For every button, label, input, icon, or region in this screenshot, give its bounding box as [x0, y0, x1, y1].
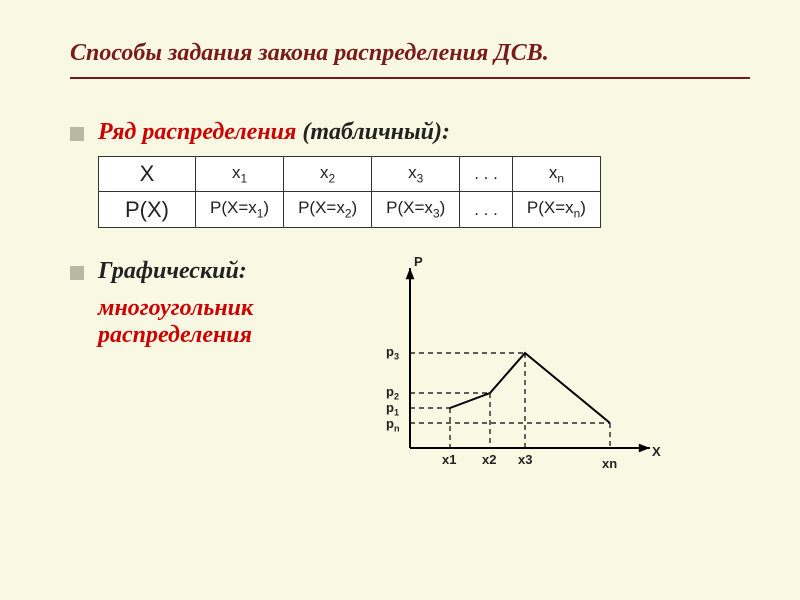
section1-dark: (табличный):	[296, 119, 450, 145]
cell: x2	[284, 157, 372, 192]
cell-X: X	[99, 157, 196, 192]
axis-label-X: X	[652, 444, 661, 459]
cell: x1	[196, 157, 284, 192]
section2-line1: многоугольник	[98, 295, 350, 322]
distribution-polygon-chart: P X p3 p2 p1 pn x1 x2 x3 xn	[350, 258, 670, 488]
cell: P(X=xn)	[512, 192, 600, 227]
bullet-icon	[70, 266, 84, 280]
slide-title: Способы задания закона распределения ДСВ…	[70, 40, 750, 79]
cell: P(X=x3)	[372, 192, 460, 227]
section1-red: Ряд распределения	[98, 119, 296, 145]
table-row: X x1 x2 x3 . . . xn	[99, 157, 601, 192]
bullet-row-2: Графический:	[70, 258, 350, 285]
section2-line2: распределения	[98, 322, 350, 349]
cell: . . .	[460, 157, 513, 192]
x-tick-x3: x3	[518, 452, 532, 467]
cell-PX: P(X)	[99, 192, 196, 227]
section2-head: Графический:	[98, 258, 247, 285]
y-tick-p2: p2	[386, 384, 399, 402]
table-row: P(X) P(X=x1) P(X=x2) P(X=x3) . . . P(X=x…	[99, 192, 601, 227]
y-tick-p3: p3	[386, 344, 399, 362]
distribution-table: X x1 x2 x3 . . . xn P(X) P(X=x1) P(X=x2)…	[98, 156, 601, 228]
axis-label-P: P	[414, 254, 423, 269]
cell: x3	[372, 157, 460, 192]
cell: P(X=x1)	[196, 192, 284, 227]
x-tick-x2: x2	[482, 452, 496, 467]
x-tick-x1: x1	[442, 452, 456, 467]
y-tick-p1: p1	[386, 400, 399, 418]
cell: . . .	[460, 192, 513, 227]
x-tick-xn: xn	[602, 456, 617, 471]
cell: xn	[512, 157, 600, 192]
cell: P(X=x2)	[284, 192, 372, 227]
bullet-icon	[70, 127, 84, 141]
bullet-row-1: Ряд распределения (табличный):	[70, 119, 750, 146]
y-tick-pn: pn	[386, 416, 400, 434]
